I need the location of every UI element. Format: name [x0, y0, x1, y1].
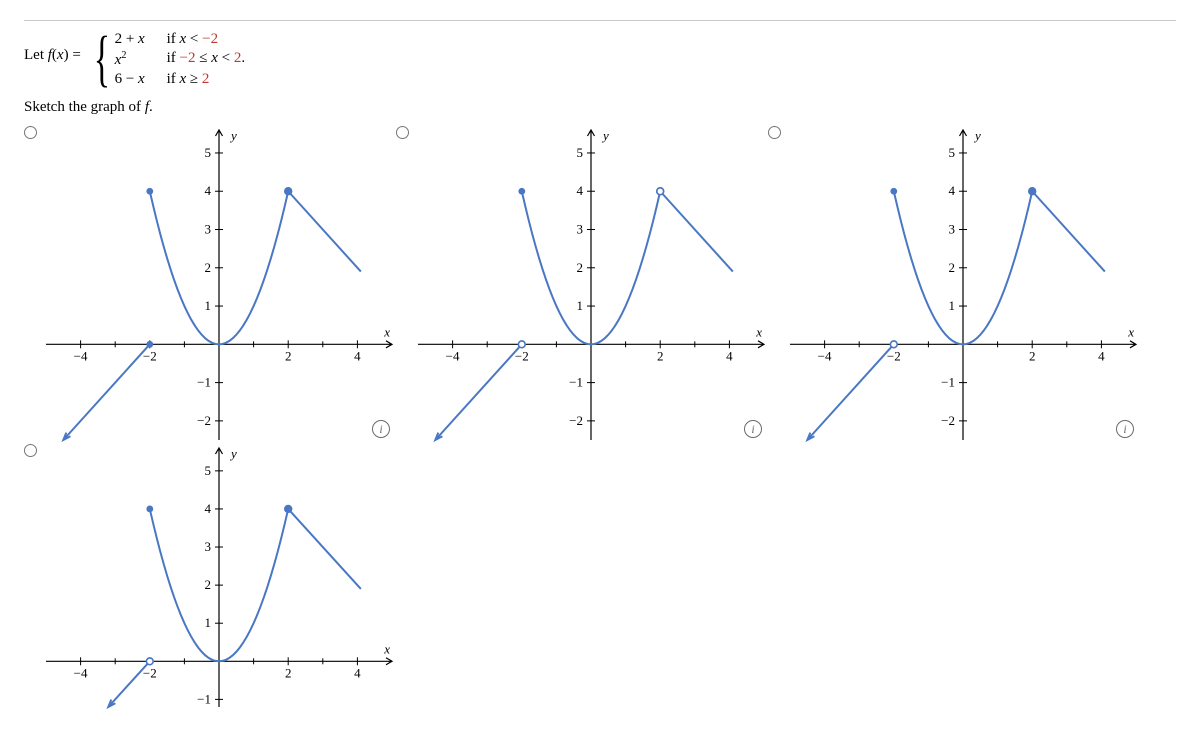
info-icon[interactable]: i [744, 420, 762, 438]
svg-text:−4: −4 [818, 348, 832, 363]
svg-text:4: 4 [205, 183, 212, 198]
svg-text:−1: −1 [941, 375, 955, 390]
svg-text:−1: −1 [197, 691, 211, 706]
svg-text:5: 5 [205, 145, 212, 160]
svg-text:2: 2 [577, 260, 584, 275]
svg-text:y: y [229, 128, 237, 143]
svg-text:2: 2 [1029, 348, 1036, 363]
svg-text:2: 2 [285, 348, 292, 363]
svg-text:1: 1 [577, 298, 584, 313]
answer-options: xy−4−224−2−112345ixy−4−224−2−112345ixy−4… [24, 126, 1176, 711]
svg-text:−2: −2 [941, 413, 955, 428]
svg-text:y: y [973, 128, 981, 143]
svg-text:3: 3 [949, 222, 956, 237]
svg-text:1: 1 [949, 298, 956, 313]
svg-text:4: 4 [577, 183, 584, 198]
piecewise-cases: 2 + xif x < −2 x2if −2 ≤ x < 2. 6 − xif x … [115, 31, 246, 88]
info-icon[interactable]: i [372, 420, 390, 438]
svg-text:2: 2 [949, 260, 956, 275]
svg-text:2: 2 [657, 348, 664, 363]
svg-text:−1: −1 [197, 375, 211, 390]
svg-text:y: y [229, 446, 237, 461]
svg-text:x: x [383, 641, 390, 656]
svg-text:4: 4 [1098, 348, 1105, 363]
option-D: xy−4−224−112345 [24, 444, 396, 711]
chart: xy−4−224−112345 [42, 444, 396, 711]
case-row: x2if −2 ≤ x < 2. [115, 50, 246, 69]
svg-text:3: 3 [205, 539, 212, 554]
svg-text:−1: −1 [569, 375, 583, 390]
svg-text:5: 5 [577, 145, 584, 160]
svg-text:1: 1 [205, 298, 212, 313]
piecewise-function: { 2 + xif x < −2x2if −2 ≤ x < 2.6 − xif … [87, 29, 245, 89]
svg-text:4: 4 [205, 501, 212, 516]
option-A: xy−4−224−2−112345i [24, 126, 396, 444]
svg-text:3: 3 [205, 222, 212, 237]
svg-text:−2: −2 [197, 413, 211, 428]
svg-text:2: 2 [205, 577, 212, 592]
svg-text:y: y [601, 128, 609, 143]
svg-text:−2: −2 [569, 413, 583, 428]
svg-text:3: 3 [577, 222, 584, 237]
case-row: 2 + xif x < −2 [115, 31, 246, 48]
chart: xy−4−224−2−112345 [42, 126, 396, 444]
chart: xy−4−224−2−112345 [414, 126, 768, 444]
svg-text:−4: −4 [74, 348, 88, 363]
svg-text:x: x [383, 324, 390, 339]
option-C: xy−4−224−2−112345i [768, 126, 1140, 444]
prompt: Let f(x) = { 2 + xif x < −2x2if −2 ≤ x <… [24, 29, 1176, 89]
svg-text:4: 4 [726, 348, 733, 363]
svg-text:4: 4 [949, 183, 956, 198]
svg-text:4: 4 [354, 348, 361, 363]
svg-text:−4: −4 [446, 348, 460, 363]
option-B: xy−4−224−2−112345i [396, 126, 768, 444]
option-radio[interactable] [768, 126, 781, 139]
option-radio[interactable] [396, 126, 409, 139]
svg-text:x: x [1127, 324, 1134, 339]
svg-text:5: 5 [949, 145, 956, 160]
prompt-lead: Let f(x) = [24, 29, 87, 64]
case-row: 6 − xif x ≥ 2 [115, 71, 246, 88]
info-icon[interactable]: i [1116, 420, 1134, 438]
svg-text:5: 5 [205, 463, 212, 478]
option-radio[interactable] [24, 126, 37, 139]
svg-text:x: x [755, 324, 762, 339]
svg-text:1: 1 [205, 615, 212, 630]
chart: xy−4−224−2−112345 [786, 126, 1140, 444]
option-radio[interactable] [24, 444, 37, 457]
svg-text:−4: −4 [74, 665, 88, 680]
svg-text:2: 2 [205, 260, 212, 275]
svg-text:2: 2 [285, 665, 292, 680]
svg-text:4: 4 [354, 665, 361, 680]
instruction: Sketch the graph of f. [24, 99, 1176, 116]
